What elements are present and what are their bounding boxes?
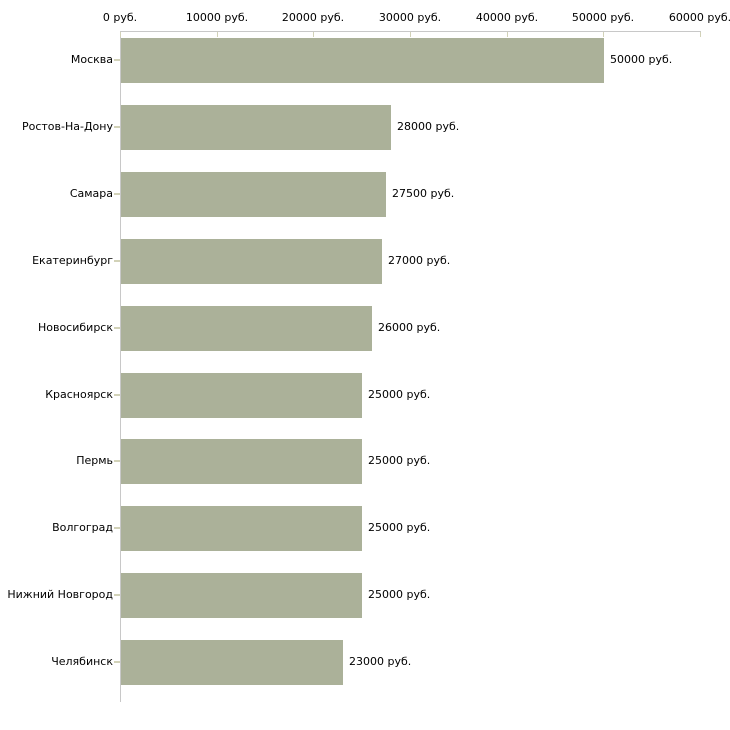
bar [121,239,382,284]
category-label: Красноярск [45,388,113,401]
value-label: 25000 руб. [368,388,431,401]
category-tick-mark [114,460,120,462]
x-axis-tick-mark [507,32,508,37]
category-label: Волгоград [52,521,113,534]
value-label: 25000 руб. [368,454,431,467]
x-axis-tick-mark [120,32,121,37]
bar [121,373,362,418]
x-axis-tick-label: 40000 руб. [475,11,539,24]
x-axis-tick-mark [217,32,218,37]
bar [121,573,362,618]
category-tick-mark [114,661,120,663]
category-tick-mark [114,59,120,61]
category-label: Новосибирск [37,321,113,334]
bar [121,439,362,484]
category-tick-mark [114,126,120,128]
y-axis-line [120,31,121,702]
value-label: 50000 руб. [610,53,673,66]
category-label: Ростов-На-Дону [21,120,113,133]
x-axis-tick-mark [700,32,701,37]
bar [121,105,391,150]
category-label: Нижний Новгород [7,588,113,601]
category-tick-mark [114,327,120,329]
category-tick-mark [114,193,120,195]
category-label: Самара [69,187,113,200]
bar [121,306,372,351]
x-axis-tick-label: 10000 руб. [185,11,249,24]
x-axis-tick-label: 20000 руб. [281,11,345,24]
x-axis-tick-mark [313,32,314,37]
value-label: 28000 руб. [397,120,460,133]
category-tick-mark [114,527,120,529]
value-label: 23000 руб. [349,655,412,668]
x-axis-tick-mark [410,32,411,37]
x-axis-tick-mark [603,32,604,37]
value-label: 25000 руб. [368,588,431,601]
category-tick-mark [114,260,120,262]
category-label: Екатеринбург [32,254,113,267]
bar [121,506,362,551]
category-label: Пермь [76,454,113,467]
category-tick-mark [114,394,120,396]
category-tick-mark [114,594,120,596]
bar [121,172,386,217]
x-axis-tick-label: 50000 руб. [571,11,635,24]
bar [121,640,343,685]
x-axis-tick-label: 0 руб. [102,11,138,24]
value-label: 25000 руб. [368,521,431,534]
bar [121,38,604,83]
value-label: 27000 руб. [388,254,451,267]
value-label: 26000 руб. [378,321,441,334]
value-label: 27500 руб. [392,187,455,200]
x-axis-tick-label: 60000 руб. [668,11,730,24]
x-axis-tick-label: 30000 руб. [378,11,442,24]
x-axis-line [120,31,701,32]
category-label: Челябинск [51,655,113,668]
category-label: Москва [70,53,113,66]
